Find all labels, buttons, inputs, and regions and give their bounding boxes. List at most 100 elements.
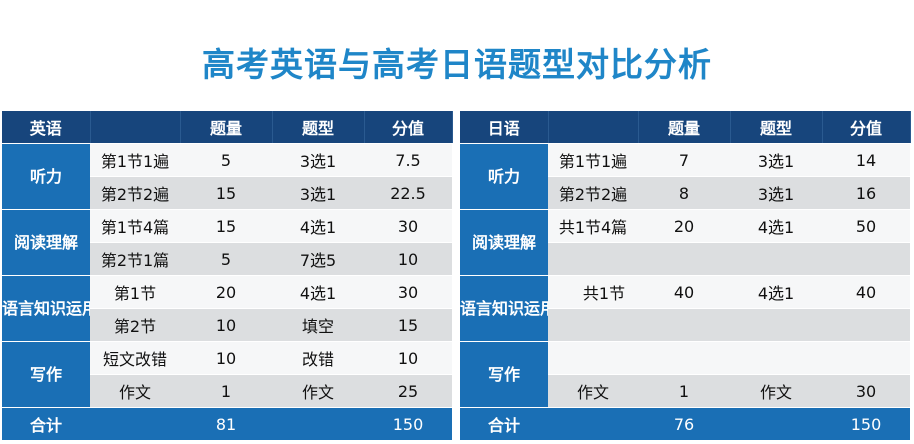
category-language-usage: 语言知识运用 <box>460 275 548 342</box>
table-row: 第2节1篇 5 7选5 10 <box>2 242 452 276</box>
count-cell: 15 <box>180 176 272 210</box>
table-row: 作文 1 作文 30 <box>460 374 910 408</box>
section-cell <box>548 341 638 375</box>
count-cell: 40 <box>638 275 730 309</box>
score-cell: 15 <box>364 308 452 342</box>
total-type <box>730 407 822 441</box>
type-cell: 填空 <box>272 308 364 342</box>
category-reading: 阅读理解 <box>460 209 548 276</box>
type-cell: 3选1 <box>730 176 822 210</box>
score-cell: 30 <box>364 209 452 243</box>
score-cell <box>822 341 910 375</box>
total-section <box>90 407 180 441</box>
header-section <box>90 111 181 144</box>
total-section <box>548 407 638 441</box>
type-cell: 4选1 <box>730 209 822 243</box>
table-row: 写作 短文改错 10 改错 10 <box>2 341 452 408</box>
type-cell: 3选1 <box>730 143 822 177</box>
section-cell: 作文 <box>90 374 180 408</box>
header-type: 题型 <box>272 111 365 144</box>
header-score: 分值 <box>364 111 453 144</box>
table-row: 作文 1 作文 25 <box>2 374 452 408</box>
count-cell: 10 <box>180 341 272 375</box>
type-cell <box>730 341 822 375</box>
category-listening: 听力 <box>2 143 90 210</box>
section-cell: 第1节 <box>90 275 180 309</box>
count-cell: 7 <box>638 143 730 177</box>
count-cell: 5 <box>180 143 272 177</box>
page-title: 高考英语与高考日语题型对比分析 <box>202 45 712 84</box>
table-row: 第2节2遍 15 3选1 22.5 <box>2 176 452 210</box>
count-cell: 15 <box>180 209 272 243</box>
table-row <box>460 242 910 276</box>
score-cell: 25 <box>364 374 452 408</box>
section-cell: 第2节2遍 <box>90 176 180 210</box>
section-cell: 第1节1遍 <box>90 143 180 177</box>
table-row: 第2节 10 填空 15 <box>2 308 452 342</box>
score-cell: 7.5 <box>364 143 452 177</box>
count-cell: 5 <box>180 242 272 276</box>
total-type <box>272 407 364 441</box>
total-count: 76 <box>638 407 730 441</box>
english-table: 英语 题量 题型 分值 听力 第1节1遍 5 3选1 7.5 第2节2遍 15 … <box>2 111 453 441</box>
table-row: 写作 <box>460 341 910 408</box>
total-count: 81 <box>180 407 272 441</box>
total-score: 150 <box>822 407 910 441</box>
table-row: 听力 第1节1遍 7 3选1 14 <box>460 143 910 210</box>
score-cell: 14 <box>822 143 910 177</box>
total-row: 合计 76 150 <box>460 407 910 441</box>
score-cell: 16 <box>822 176 910 210</box>
section-cell: 第2节1篇 <box>90 242 180 276</box>
count-cell: 20 <box>638 209 730 243</box>
count-cell <box>638 242 730 276</box>
category-writing: 写作 <box>2 341 90 408</box>
count-cell: 1 <box>638 374 730 408</box>
header-subject: 英语 <box>2 111 91 144</box>
header-section <box>548 111 639 144</box>
score-cell: 22.5 <box>364 176 452 210</box>
table-row: 阅读理解 共1节4篇 20 4选1 50 <box>460 209 910 276</box>
table-row: 阅读理解 第1节4篇 15 4选1 30 <box>2 209 452 276</box>
table-row: 听力 第1节1遍 5 3选1 7.5 <box>2 143 452 210</box>
header-score: 分值 <box>822 111 911 144</box>
total-score: 150 <box>364 407 452 441</box>
japanese-table: 日语 题量 题型 分值 听力 第1节1遍 7 3选1 14 第2节2遍 8 3选… <box>460 111 911 441</box>
count-cell: 8 <box>638 176 730 210</box>
total-label: 合计 <box>460 407 548 441</box>
type-cell: 3选1 <box>272 143 364 177</box>
count-cell <box>638 341 730 375</box>
section-cell <box>548 308 638 342</box>
header-count: 题量 <box>638 111 731 144</box>
section-cell: 第2节 <box>90 308 180 342</box>
type-cell <box>730 308 822 342</box>
section-cell: 共1节 <box>548 275 638 309</box>
type-cell: 作文 <box>730 374 822 408</box>
header-subject: 日语 <box>460 111 549 144</box>
table-row: 第2节2遍 8 3选1 16 <box>460 176 910 210</box>
count-cell: 20 <box>180 275 272 309</box>
type-cell <box>730 242 822 276</box>
category-reading: 阅读理解 <box>2 209 90 276</box>
count-cell <box>638 308 730 342</box>
header-count: 题量 <box>180 111 273 144</box>
type-cell: 3选1 <box>272 176 364 210</box>
category-language-usage: 语言知识运用 <box>2 275 90 342</box>
header-type: 题型 <box>730 111 823 144</box>
type-cell: 4选1 <box>272 275 364 309</box>
section-cell: 作文 <box>548 374 638 408</box>
table-row: 语言知识运用 共1节 40 4选1 40 <box>460 275 910 342</box>
type-cell: 改错 <box>272 341 364 375</box>
section-cell: 共1节4篇 <box>548 209 638 243</box>
score-cell: 30 <box>822 374 910 408</box>
section-cell: 第1节4篇 <box>90 209 180 243</box>
type-cell: 作文 <box>272 374 364 408</box>
section-cell: 短文改错 <box>90 341 180 375</box>
score-cell: 10 <box>364 242 452 276</box>
total-label: 合计 <box>2 407 90 441</box>
category-listening: 听力 <box>460 143 548 210</box>
score-cell <box>822 308 910 342</box>
table-row: 语言知识运用 第1节 20 4选1 30 <box>2 275 452 342</box>
count-cell: 10 <box>180 308 272 342</box>
score-cell <box>822 242 910 276</box>
category-writing: 写作 <box>460 341 548 408</box>
